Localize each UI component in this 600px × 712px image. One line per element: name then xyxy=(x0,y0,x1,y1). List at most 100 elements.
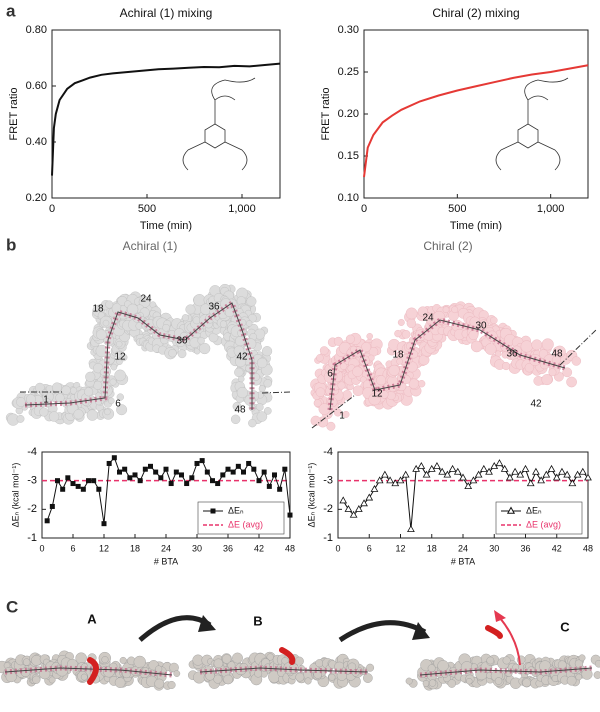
marker xyxy=(354,505,363,512)
atom xyxy=(168,348,177,358)
state-label: C xyxy=(560,619,570,634)
y-tick-label: 0.20 xyxy=(26,192,47,204)
x-tick-label: 0 xyxy=(49,203,55,215)
atom xyxy=(116,404,128,416)
atom xyxy=(262,346,273,357)
marker xyxy=(443,470,452,478)
y-tick-label: -2 xyxy=(323,503,333,515)
atom xyxy=(230,414,241,424)
residue-label: 30 xyxy=(475,321,487,332)
marker xyxy=(158,475,164,481)
atom xyxy=(162,323,170,332)
marker xyxy=(417,462,426,469)
state-label: A xyxy=(87,611,97,626)
marker xyxy=(453,467,462,475)
data-line xyxy=(51,62,281,176)
marker xyxy=(479,464,488,472)
marker xyxy=(230,469,236,475)
marker xyxy=(60,486,66,492)
marker xyxy=(142,466,148,472)
x-tick-label: 6 xyxy=(367,543,372,553)
atom xyxy=(39,407,49,417)
marker xyxy=(578,467,587,475)
atom xyxy=(397,319,405,326)
axis-guide xyxy=(559,329,597,366)
atom xyxy=(533,376,544,386)
atom xyxy=(224,307,235,318)
residue-label: 48 xyxy=(551,349,563,360)
residue-label: 18 xyxy=(92,304,104,315)
y-tick-label: -1 xyxy=(323,532,333,544)
y-tick-label: -4 xyxy=(27,446,37,458)
atom xyxy=(116,393,124,401)
atom xyxy=(85,371,96,382)
arrow xyxy=(338,620,427,643)
x-tick-label: 0 xyxy=(39,543,44,553)
legend-box xyxy=(197,501,285,535)
arrow-head xyxy=(494,610,506,622)
marker xyxy=(241,469,246,475)
atom xyxy=(339,362,348,370)
residue-label: 24 xyxy=(422,313,434,324)
marker xyxy=(153,469,159,475)
atom xyxy=(522,678,531,688)
marker xyxy=(282,466,288,472)
y-axis-label: ΔEₙ (kcal mol⁻¹) xyxy=(306,463,316,528)
x-tick-label: 0 xyxy=(335,543,340,553)
marker xyxy=(568,479,577,487)
atom xyxy=(48,676,56,684)
y-axis-label: FRET ratio xyxy=(8,88,20,141)
atom xyxy=(45,385,54,393)
marker xyxy=(360,499,368,507)
x-tick-label: 500 xyxy=(138,203,156,215)
atom xyxy=(366,333,373,340)
panel-label: a xyxy=(6,1,16,20)
atom xyxy=(405,677,413,685)
marker xyxy=(55,478,60,484)
marker xyxy=(438,467,447,475)
x-tick-label: 36 xyxy=(223,543,233,553)
atom xyxy=(422,680,430,687)
x-axis-label: Time (min) xyxy=(140,220,192,232)
atom xyxy=(234,355,247,368)
atom xyxy=(376,375,387,386)
atom xyxy=(319,346,329,355)
atom xyxy=(326,421,336,431)
residue-label: 24 xyxy=(140,294,152,305)
marker xyxy=(495,459,504,467)
atom xyxy=(256,411,268,422)
marker xyxy=(396,476,405,484)
atom xyxy=(213,658,224,669)
atom xyxy=(155,665,163,673)
atom xyxy=(347,662,357,671)
atom xyxy=(557,660,567,670)
atom xyxy=(108,397,115,405)
atom xyxy=(105,300,114,309)
x-tick-label: 42 xyxy=(552,543,562,553)
residue-label: 36 xyxy=(506,349,518,360)
panel-label: C xyxy=(6,597,18,616)
atom xyxy=(255,403,264,411)
atom xyxy=(73,409,84,420)
atom xyxy=(345,334,355,344)
x-tick-label: 12 xyxy=(99,543,109,553)
marker xyxy=(163,466,169,472)
atom xyxy=(245,320,253,327)
x-tick-label: 24 xyxy=(161,543,171,553)
atom xyxy=(23,658,31,666)
atom xyxy=(223,674,233,685)
atom xyxy=(16,397,26,407)
atom xyxy=(237,375,245,383)
marker xyxy=(137,478,143,484)
atom xyxy=(133,655,146,669)
atom xyxy=(114,677,126,688)
atom xyxy=(484,343,497,355)
y-tick-label: -3 xyxy=(27,475,37,487)
atom xyxy=(119,656,127,664)
y-tick-label: -3 xyxy=(323,475,333,487)
helix xyxy=(199,667,369,673)
marker xyxy=(235,463,241,469)
marker xyxy=(542,470,551,478)
